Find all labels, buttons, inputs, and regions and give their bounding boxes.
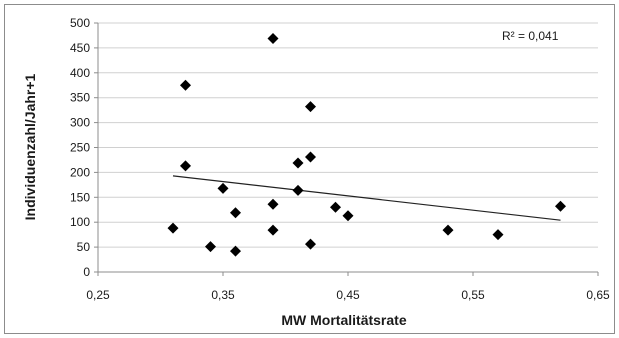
y-tick-label: 450 (70, 41, 90, 55)
y-tick-label: 500 (70, 16, 90, 30)
data-point (167, 222, 179, 234)
data-point (292, 184, 304, 196)
x-tick-label: 0,55 (461, 288, 485, 302)
y-tick-label: 100 (70, 215, 90, 229)
gridlines (98, 22, 598, 248)
data-point (492, 229, 504, 241)
data-point (305, 151, 316, 163)
data-point (230, 245, 241, 257)
y-tick-label: 0 (83, 265, 90, 279)
trendline-group (172, 175, 561, 221)
data-point (330, 201, 341, 213)
data-point (342, 210, 354, 222)
data-point (267, 224, 279, 236)
x-tick-label: 0,35 (211, 288, 235, 302)
y-tick-label: 250 (70, 141, 90, 155)
data-point (217, 182, 229, 194)
x-axis-title: MW Mortalitätsrate (281, 312, 406, 328)
trendline (172, 175, 561, 221)
axes (94, 22, 599, 276)
data-point (305, 238, 316, 250)
r-squared-annotation: R² = 0,041 (502, 29, 559, 43)
y-tick-label: 150 (70, 190, 90, 204)
x-tick-label: 0,25 (86, 288, 110, 302)
x-tick-labels: 0,25 0,35 0,45 0,55 0,65 (86, 288, 610, 302)
y-tick-label: 200 (70, 165, 90, 179)
chart-frame: 0 50 100 150 200 250 300 350 400 450 500 0,25 0,35 0… (4, 4, 615, 334)
y-tick-label: 50 (77, 240, 91, 254)
data-point (292, 157, 304, 169)
data-point (180, 79, 191, 91)
data-point (555, 200, 566, 212)
y-tick-label: 400 (70, 66, 90, 80)
data-point (180, 160, 191, 172)
x-tick-label: 0,45 (336, 288, 360, 302)
data-point (442, 224, 454, 236)
data-point (267, 32, 279, 44)
y-tick-label: 300 (70, 116, 90, 130)
y-axis-title: Individuenzahl/Jahr+1 (22, 73, 38, 220)
y-tick-labels: 0 50 100 150 200 250 300 350 400 450 500 (70, 16, 90, 279)
data-point (230, 207, 241, 219)
x-tick-label: 0,65 (586, 288, 610, 302)
data-point (267, 198, 279, 210)
y-tick-label: 350 (70, 91, 90, 105)
data-point (205, 241, 216, 253)
data-point (305, 101, 316, 113)
data-points (167, 32, 566, 257)
